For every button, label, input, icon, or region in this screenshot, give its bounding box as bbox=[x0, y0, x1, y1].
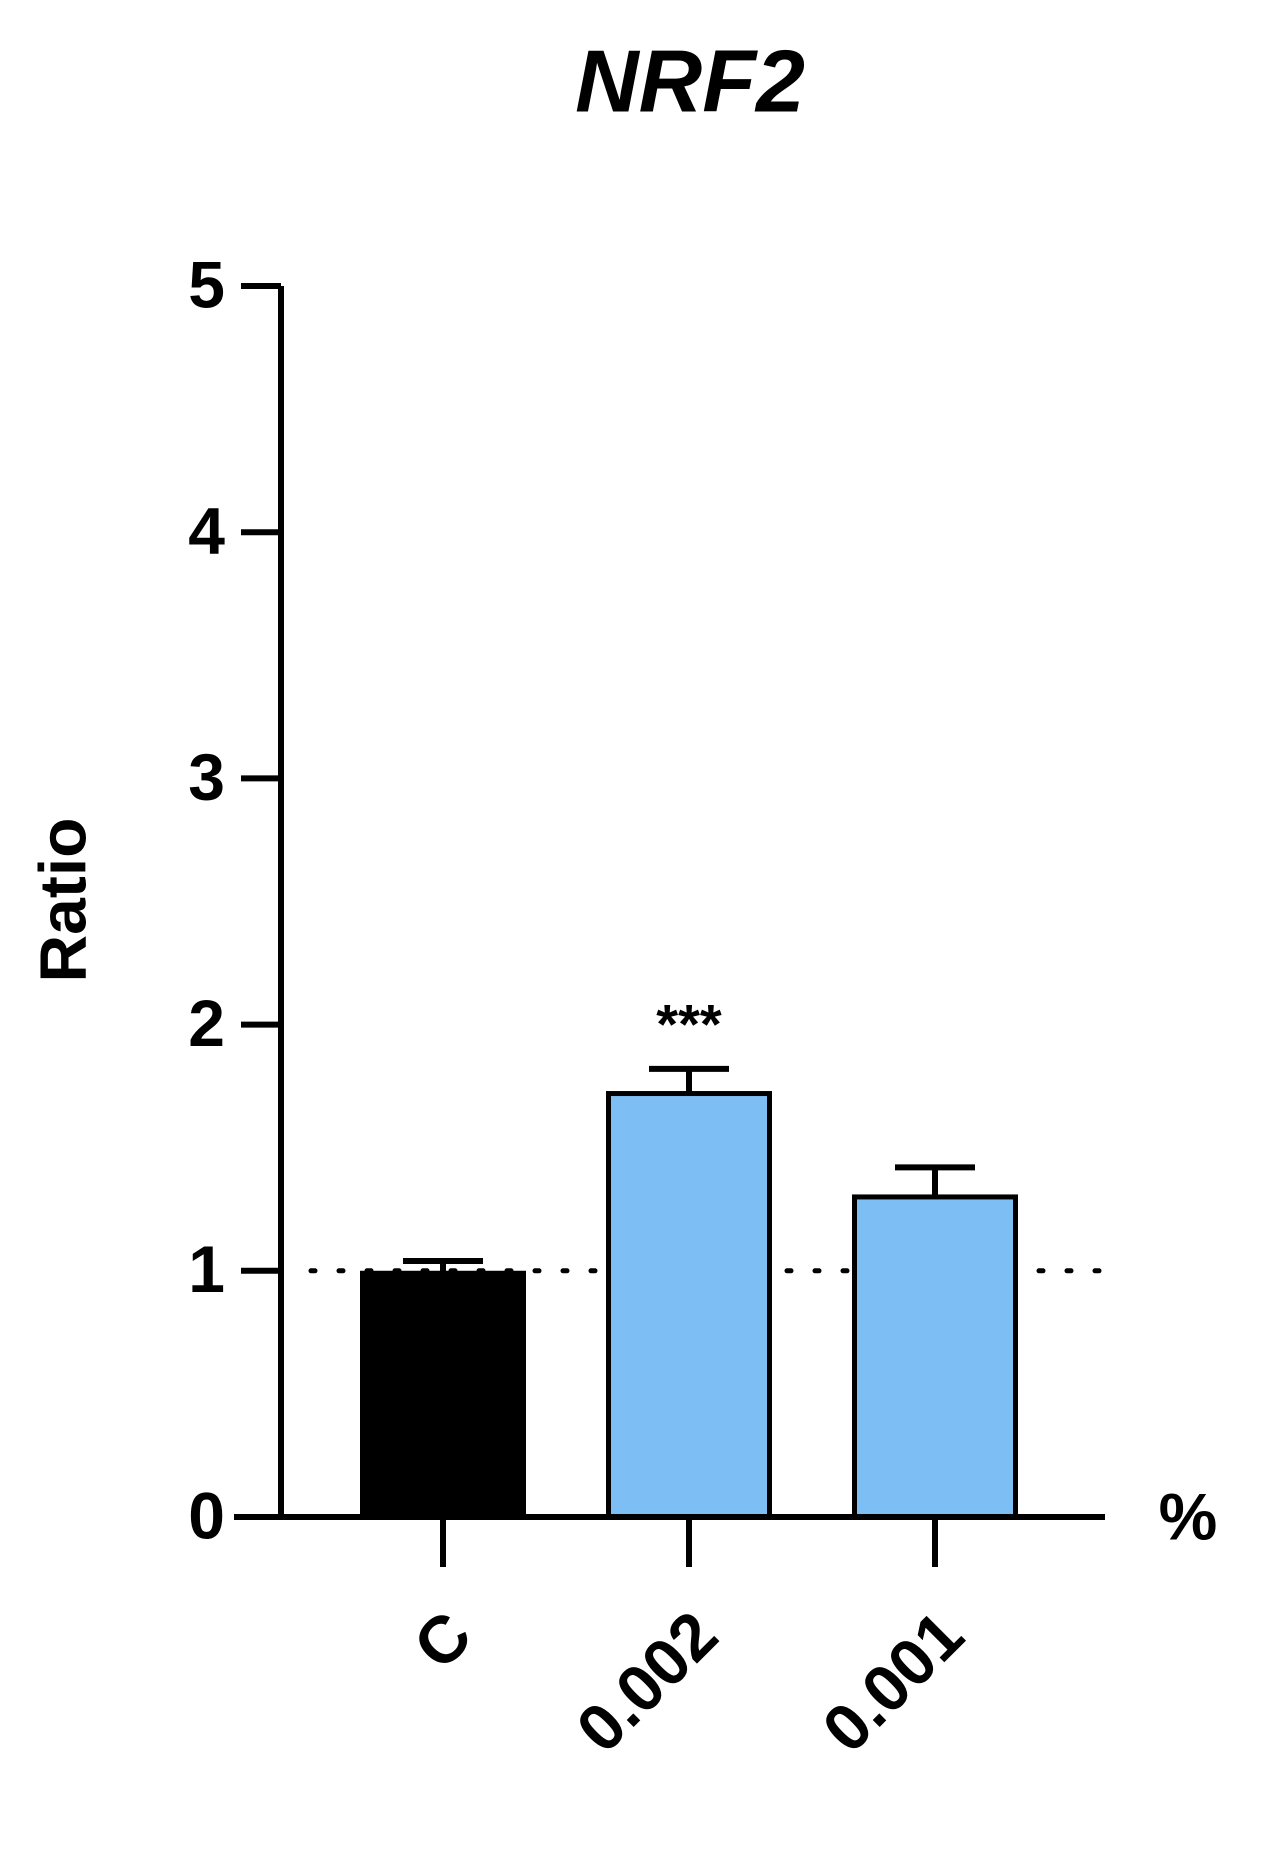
y-tick-label: 3 bbox=[188, 740, 225, 814]
y-tick-label: 2 bbox=[188, 986, 225, 1060]
y-tick-label: 0 bbox=[188, 1478, 225, 1552]
chart-title: NRF2 bbox=[575, 31, 805, 130]
bar bbox=[360, 1270, 526, 1520]
y-tick-label: 5 bbox=[188, 247, 225, 321]
y-axis-label: Ratio bbox=[25, 818, 99, 983]
x-tick-label: C bbox=[399, 1597, 485, 1683]
x-axis-label: % bbox=[1159, 1479, 1218, 1553]
y-tick-label: 4 bbox=[188, 494, 225, 568]
y-tick-label: 1 bbox=[188, 1232, 225, 1306]
bar bbox=[606, 1091, 772, 1520]
x-tick-label: 0.001 bbox=[808, 1597, 977, 1766]
x-tick-label: 0.002 bbox=[562, 1597, 731, 1766]
bar bbox=[852, 1194, 1018, 1520]
significance-label: *** bbox=[656, 993, 722, 1056]
